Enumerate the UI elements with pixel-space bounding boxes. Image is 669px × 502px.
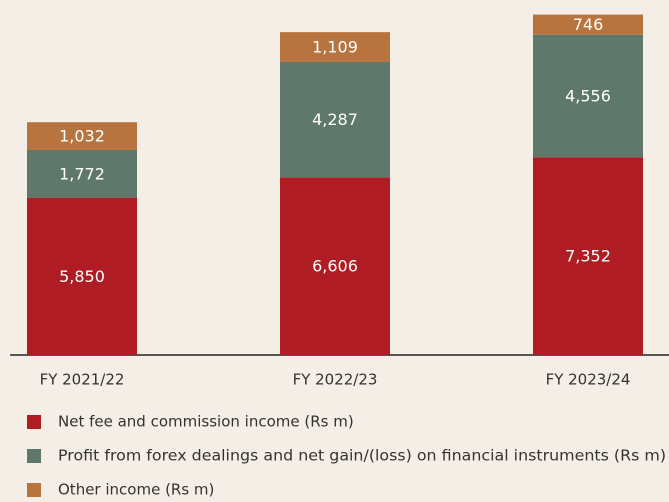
x-tick-label: FY 2022/23 xyxy=(293,371,378,389)
legend-label: Net fee and commission income (Rs m) xyxy=(58,413,354,431)
legend-label: Profit from forex dealings and net gain/… xyxy=(58,447,666,465)
bar-segment xyxy=(533,157,643,355)
legend-swatch xyxy=(27,415,41,429)
bar-segment xyxy=(280,177,390,355)
value-label: 4,556 xyxy=(565,86,611,105)
value-label: 1,109 xyxy=(312,38,358,57)
x-tick-label: FY 2023/24 xyxy=(546,371,631,389)
bar-segment xyxy=(533,14,643,35)
x-tick-label: FY 2021/22 xyxy=(40,371,125,389)
legend-swatch xyxy=(27,449,41,463)
bar-segment xyxy=(27,122,137,150)
bar-segment xyxy=(27,149,137,198)
legend-label: Other income (Rs m) xyxy=(58,481,214,499)
legend-swatch xyxy=(27,483,41,497)
value-label: 4,287 xyxy=(312,110,358,129)
value-label: 1,032 xyxy=(59,127,105,146)
bar-segment xyxy=(280,32,390,62)
bar-segment xyxy=(280,61,390,178)
bar-segment xyxy=(533,34,643,158)
value-label: 5,850 xyxy=(59,267,105,286)
value-label: 1,772 xyxy=(59,164,105,183)
value-label: 6,606 xyxy=(312,257,358,276)
value-label: 746 xyxy=(573,15,604,34)
value-label: 7,352 xyxy=(565,247,611,266)
bar-segment xyxy=(27,197,137,355)
